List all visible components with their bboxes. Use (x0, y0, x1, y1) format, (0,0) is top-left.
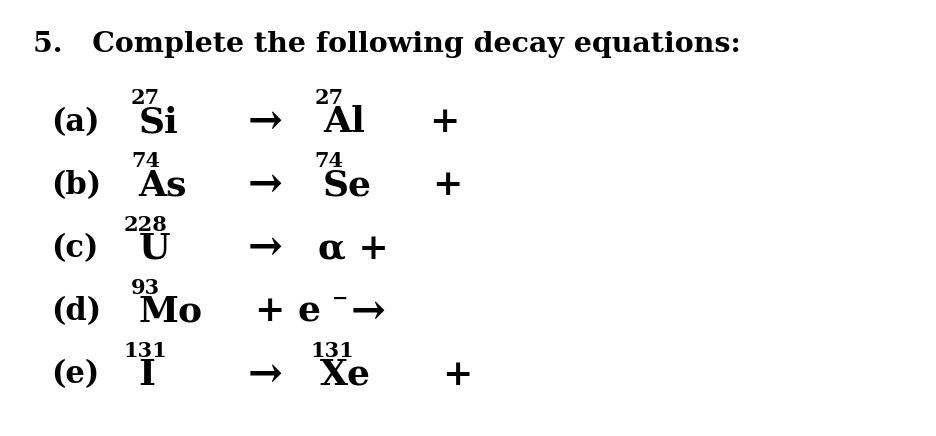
Text: +: + (442, 358, 472, 392)
Text: (c): (c) (51, 233, 99, 264)
Text: I: I (139, 358, 155, 392)
Text: Xe: Xe (320, 358, 371, 392)
Text: 131: 131 (124, 341, 168, 361)
Text: 27: 27 (131, 88, 160, 108)
Text: As: As (139, 168, 187, 202)
Text: 74: 74 (131, 151, 160, 171)
Text: 27: 27 (314, 88, 344, 108)
Text: (a): (a) (51, 106, 100, 138)
Text: →: → (248, 101, 283, 143)
Text: 5.   Complete the following decay equations:: 5. Complete the following decay equation… (33, 31, 740, 58)
Text: + e: + e (255, 295, 321, 329)
Text: (b): (b) (51, 170, 102, 201)
Text: U: U (139, 232, 170, 266)
Text: →: → (248, 164, 283, 206)
Text: →: → (351, 291, 386, 333)
Text: Mo: Mo (139, 295, 203, 329)
Text: Se: Se (323, 168, 372, 202)
Text: 228: 228 (124, 215, 168, 235)
Text: 131: 131 (311, 341, 355, 361)
Text: (e): (e) (51, 359, 100, 391)
Text: −: − (332, 290, 348, 308)
Text: 74: 74 (314, 151, 344, 171)
Text: +: + (429, 105, 459, 139)
Text: 93: 93 (131, 278, 160, 298)
Text: (d): (d) (51, 296, 102, 327)
Text: →: → (248, 228, 283, 269)
Text: Al: Al (323, 105, 365, 139)
Text: →: → (248, 354, 283, 396)
Text: +: + (432, 168, 462, 202)
Text: α +: α + (318, 232, 389, 266)
Text: Si: Si (139, 105, 178, 139)
